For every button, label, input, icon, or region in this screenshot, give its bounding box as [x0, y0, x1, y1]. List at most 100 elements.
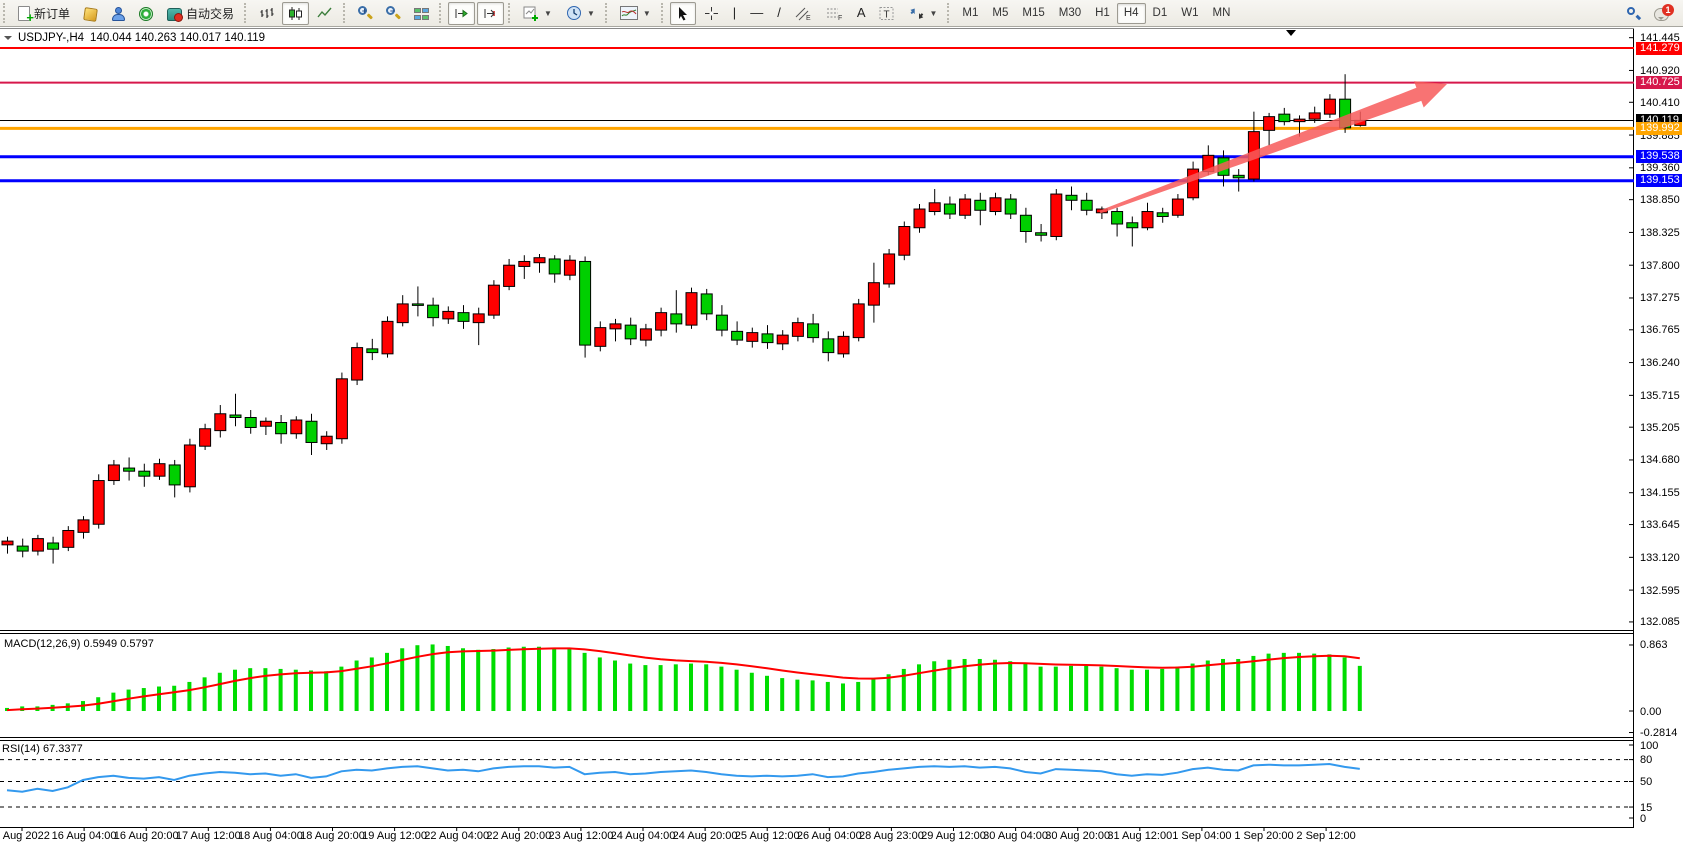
scroll-to-end-button[interactable] — [448, 1, 476, 25]
search-button[interactable] — [1620, 2, 1646, 25]
candle — [1, 540, 14, 546]
zoom-out-button[interactable]: − — [380, 2, 406, 25]
dropdown-caret: ▼ — [642, 8, 651, 18]
candle — [731, 330, 744, 341]
candle — [1323, 98, 1336, 115]
candle — [1019, 214, 1032, 232]
price-level-badge: 140.725 — [1636, 76, 1682, 90]
candle — [244, 417, 257, 428]
candle — [335, 378, 348, 440]
candle — [822, 338, 835, 354]
trend-arrow-annotation[interactable] — [1099, 81, 1448, 214]
chart-shift-button[interactable] — [477, 1, 505, 25]
candle — [746, 332, 759, 342]
new-order-button[interactable]: 新订单 — [12, 2, 76, 25]
new-order-icon — [18, 5, 34, 25]
cursor-tool-button[interactable] — [669, 1, 696, 25]
indicators-button[interactable]: ▼ — [517, 2, 558, 25]
candle — [852, 303, 865, 339]
candle — [700, 293, 713, 315]
candle — [320, 435, 333, 445]
fibonacci-tool-button[interactable]: F — [820, 2, 849, 25]
candle — [928, 202, 941, 213]
candle — [867, 282, 880, 306]
candle — [138, 470, 151, 477]
timeframe-mn[interactable]: MN — [1212, 7, 1231, 19]
autotrade-icon — [167, 7, 184, 22]
timeframe-m5[interactable]: M5 — [992, 7, 1009, 19]
autotrade-button[interactable]: 自动交易 — [161, 2, 240, 25]
templates-button[interactable]: ▼ — [614, 2, 657, 25]
crosshair-icon — [704, 6, 718, 20]
candle — [1141, 211, 1154, 229]
rsi-tick: 100 — [1640, 739, 1659, 752]
macd-tick: 0.00 — [1640, 705, 1662, 718]
timeframe-h4[interactable]: H4 — [1116, 2, 1146, 24]
price-tick: 138.325 — [1640, 226, 1680, 239]
trendline-tool-button[interactable]: / — [771, 2, 787, 25]
candle — [457, 312, 470, 322]
time-tick-label: 19 Aug 12:00 — [362, 830, 428, 842]
timeframe-d1[interactable]: D1 — [1152, 7, 1168, 19]
timeframe-h1[interactable]: H1 — [1095, 7, 1110, 19]
vertical-line-icon: | — [732, 5, 737, 20]
text-tool-button[interactable]: A — [851, 2, 872, 25]
candle — [655, 312, 668, 331]
horizontal-line-tool-button[interactable]: — — [744, 2, 769, 25]
candle — [199, 428, 212, 447]
candle — [548, 258, 561, 275]
price-tick: 134.680 — [1640, 454, 1680, 467]
chart-canvas[interactable] — [0, 28, 1634, 845]
time-tick-label: 18 Aug 04:00 — [237, 830, 303, 842]
time-tick-label: 1 Sep 04:00 — [1172, 830, 1232, 842]
candle — [503, 264, 516, 287]
candle — [974, 199, 987, 211]
candle — [229, 414, 242, 419]
label-tool-button[interactable]: T — [873, 2, 901, 25]
price-axis[interactable]: 141.445 140.920 140.410 139.885 139.360 138.8… — [1634, 28, 1683, 845]
arrows-tool-button[interactable]: ▼ — [903, 2, 943, 25]
macd-label: MACD(12,26,9) 0.5949 0.5797 — [4, 638, 154, 650]
symbol-dropdown-caret[interactable] — [4, 36, 12, 44]
candlestick-chart-button[interactable] — [282, 1, 310, 25]
time-tick-label: 31 Aug 12:00 — [1107, 830, 1173, 842]
candle — [1232, 174, 1245, 179]
toolbar-grip — [947, 3, 952, 23]
tile-windows-button[interactable] — [408, 2, 435, 25]
svg-text:F: F — [838, 15, 842, 21]
periods-button[interactable]: ▼ — [560, 2, 601, 25]
price-tick: 140.920 — [1640, 64, 1680, 77]
symbol-info-bar[interactable]: USDJPY-,H4 140.044 140.263 140.017 140.1… — [4, 32, 265, 44]
toolbar-grip — [244, 3, 249, 23]
vertical-line-tool-button[interactable]: | — [727, 2, 742, 25]
timeframe-bar: M1 M5 M15 M30 H1 H4 D1 W1 MN — [955, 2, 1237, 24]
timeframe-m1[interactable]: M1 — [962, 7, 979, 19]
bars-chart-button[interactable] — [253, 2, 280, 25]
time-tick-label: 30 Aug 04:00 — [983, 830, 1049, 842]
timeframe-m30[interactable]: M30 — [1058, 7, 1082, 19]
crosshair-tool-button[interactable] — [698, 2, 725, 25]
zoom-in-button[interactable]: + — [352, 2, 378, 25]
notifications-button[interactable]: 1 — [1648, 2, 1675, 25]
zoom-in-icon: + — [358, 6, 374, 20]
candle — [913, 208, 926, 229]
timeframe-w1[interactable]: W1 — [1181, 7, 1199, 19]
channel-tool-button[interactable]: E — [789, 2, 818, 25]
candle — [639, 328, 652, 341]
candle — [411, 303, 424, 306]
profile-button[interactable] — [105, 2, 131, 25]
indicators-icon — [523, 6, 539, 21]
equidistant-channel-icon: E — [795, 7, 811, 21]
bars-chart-icon — [260, 7, 274, 18]
line-chart-button[interactable] — [311, 2, 339, 25]
signals-button[interactable] — [133, 2, 159, 25]
price-tick: 135.205 — [1640, 421, 1680, 434]
price-tick: 132.595 — [1640, 584, 1680, 597]
time-tick-label: 26 Aug 04:00 — [796, 830, 862, 842]
time-tick-label: 5 Aug 2022 — [0, 830, 50, 842]
candle — [381, 320, 394, 355]
market-watch-button[interactable] — [78, 2, 103, 25]
timeframe-m15[interactable]: M15 — [1022, 7, 1045, 19]
candle — [989, 197, 1002, 213]
